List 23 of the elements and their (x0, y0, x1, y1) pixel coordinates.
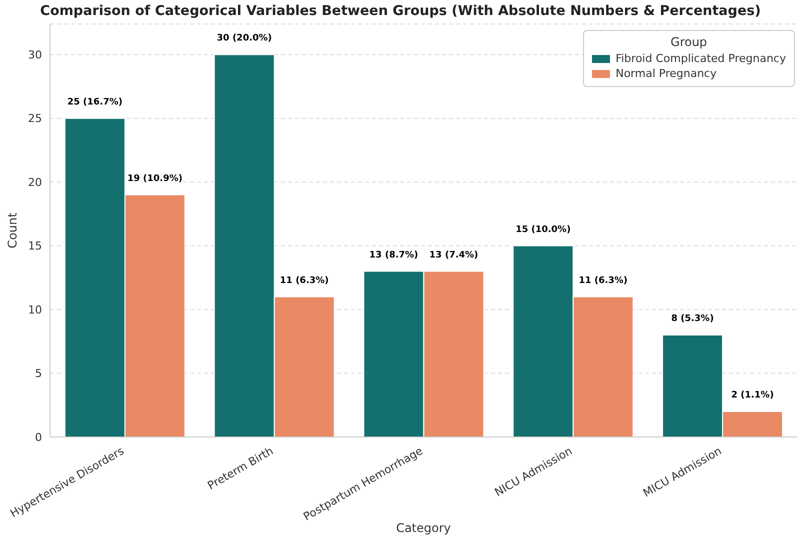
y-axis-title: Count (5, 212, 20, 248)
legend-label: Normal Pregnancy (616, 67, 717, 80)
data-label: 13 (7.4%) (429, 250, 478, 260)
y-tick-label: 5 (35, 367, 42, 380)
y-tick-label: 0 (35, 430, 42, 444)
x-axis-title: Category (396, 521, 451, 535)
y-tick-label: 25 (28, 112, 42, 126)
legend-label: Fibroid Complicated Pregnancy (616, 52, 786, 65)
data-label: 25 (16.7%) (67, 97, 122, 108)
y-tick-label: 15 (28, 240, 42, 253)
data-label: 2 (1.1%) (731, 390, 774, 401)
chart-title: Comparison of Categorical Variables Between Groups (With Absolute Numbers & Percentages) (39, 3, 762, 19)
data-label: 11 (6.3%) (578, 276, 628, 286)
y-tick-label: 10 (28, 303, 42, 316)
data-label: 19 (10.9%) (127, 174, 182, 184)
legend-title: Group (670, 35, 708, 49)
data-label: 11 (6.3%) (280, 276, 329, 286)
data-label: 13 (8.7%) (369, 250, 418, 260)
y-tick-label: 30 (28, 48, 42, 62)
data-label: 15 (10.0%) (516, 224, 571, 235)
data-label: 30 (20.0%) (216, 34, 272, 44)
data-label: 8 (5.3%) (671, 314, 714, 324)
y-tick-label: 20 (28, 176, 42, 189)
